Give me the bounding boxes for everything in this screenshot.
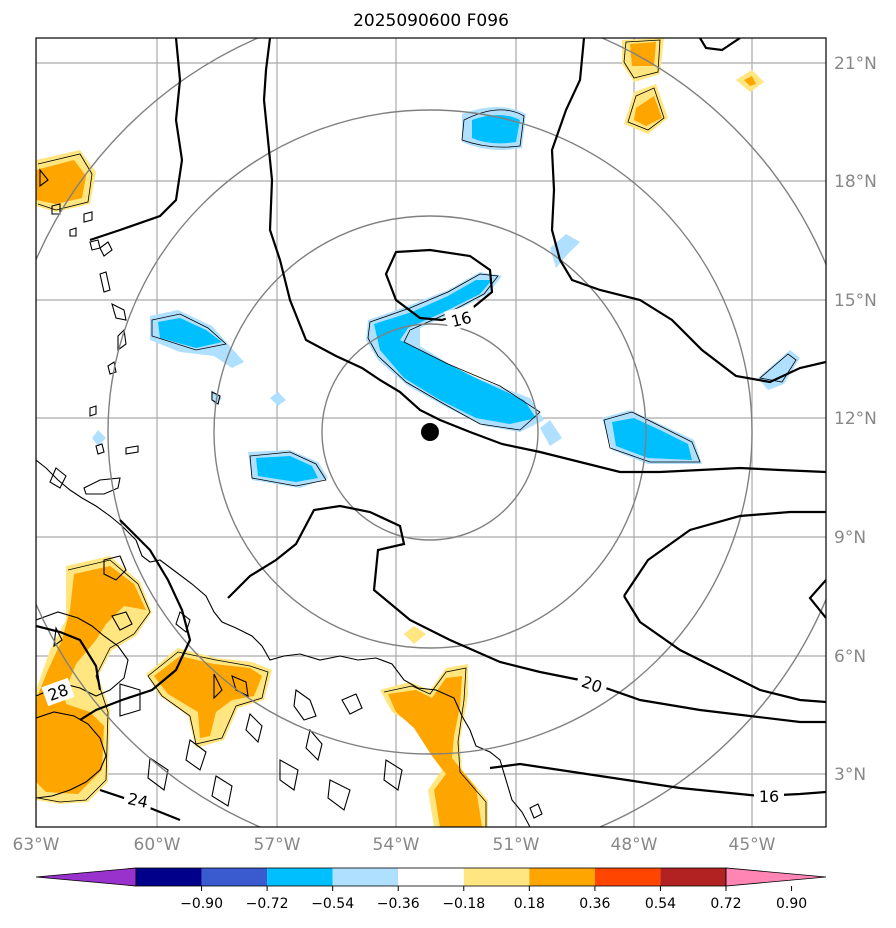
colorbar-tick-label: −0.54 [311, 896, 354, 912]
lat-label-6n: 6°N [834, 647, 866, 667]
lat-label-12n: 12°N [834, 409, 877, 429]
latitude-labels: 21°N 18°N 15°N 12°N 9°N 6°N 3°N [834, 54, 877, 785]
colorbar-tick-label: −0.90 [180, 896, 223, 912]
colorbar-tick-label: −0.36 [377, 896, 420, 912]
lon-label-60w: 60°W [134, 835, 181, 855]
lon-label-51w: 51°W [493, 835, 540, 855]
colorbar-tick-label: −0.18 [442, 896, 485, 912]
lat-label-18n: 18°N [834, 172, 877, 192]
lon-label-45w: 45°W [729, 835, 776, 855]
lon-label-63w: 63°W [13, 835, 60, 855]
colorbar-tick-label: 0.72 [710, 896, 741, 912]
colorbar-tick-label: 0.54 [645, 896, 676, 912]
gridlines [36, 38, 826, 827]
colorbar-segment [660, 868, 726, 886]
map-frame [35, 37, 827, 828]
lat-label-15n: 15°N [834, 291, 877, 311]
colorbar-segment [529, 868, 595, 886]
lat-label-21n: 21°N [834, 54, 877, 74]
contour-label-group: 16 20 16 28 24 [41, 304, 784, 813]
colorbar-segment [332, 868, 399, 886]
colorbar-segment [594, 868, 661, 886]
colorbar-tick-label: 0.90 [776, 896, 807, 912]
lon-label-48w: 48°W [611, 835, 658, 855]
colorbar-extend-low [35, 867, 137, 887]
colorbar-segment [201, 868, 268, 886]
colorbar-segment [136, 868, 202, 886]
range-rings [36, 38, 826, 827]
positive-anomaly-shading [36, 38, 764, 827]
contour-label-16-north: 16 [449, 308, 473, 331]
colorbar-extend-high [725, 867, 827, 887]
colorbar-tick-label: 0.18 [514, 896, 545, 912]
colorbar-segment [398, 868, 464, 886]
lon-label-54w: 54°W [373, 835, 420, 855]
longitude-labels: 63°W 60°W 57°W 54°W 51°W 48°W 45°W [13, 835, 776, 855]
lon-label-57w: 57°W [254, 835, 301, 855]
colorbar-segment [267, 868, 333, 886]
lat-label-9n: 9°N [834, 528, 866, 548]
colorbar: −0.90 −0.72 −0.54 −0.36 −0.18 0.18 0.36 0.54 0.7… [35, 867, 827, 912]
colorbar-frame [135, 867, 727, 887]
figure-title: 2025090600 F096 [353, 11, 509, 31]
lat-label-3n: 3°N [834, 765, 866, 785]
colorbar-tick-label: −0.72 [246, 896, 289, 912]
colorbar-tick-label: 0.36 [579, 896, 610, 912]
contour-label-16-south: 16 [759, 787, 779, 806]
colorbar-segment [463, 868, 530, 886]
contour-lines [36, 38, 826, 822]
storm-center-marker [421, 423, 439, 441]
contour-label-24: 24 [126, 789, 150, 812]
